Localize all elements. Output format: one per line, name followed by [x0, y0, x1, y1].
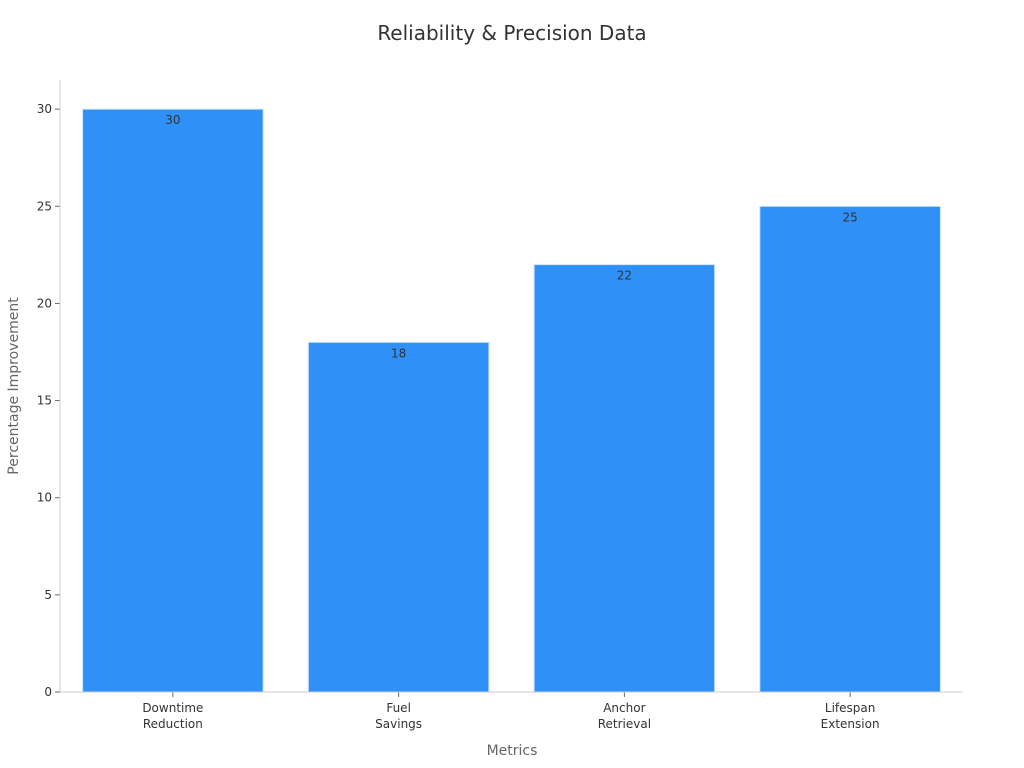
- y-tick-label: 0: [44, 685, 52, 699]
- bar: [533, 264, 716, 693]
- bar-value-label: 25: [842, 210, 857, 224]
- bar: [759, 205, 941, 693]
- x-tick-label: Downtime Reduction: [142, 701, 203, 731]
- x-tick-label: Fuel Savings: [375, 701, 422, 731]
- y-tick-label: 25: [37, 199, 52, 213]
- bar-value-label: 22: [617, 269, 632, 283]
- x-tick-label: Anchor Retrieval: [598, 701, 651, 731]
- bar-value-label: 30: [165, 113, 180, 127]
- y-axis-ticks: 0 5 10 15 20 25 30: [37, 102, 60, 699]
- x-axis-title: Metrics: [487, 743, 538, 759]
- y-tick-label: 30: [37, 102, 52, 116]
- bar-value-label: 18: [391, 346, 406, 360]
- y-tick-label: 20: [37, 296, 52, 310]
- x-axis-ticks: Downtime Reduction Fuel Savings Anchor Retrie…: [142, 692, 880, 731]
- chart-title: Reliability & Precision Data: [377, 21, 646, 45]
- y-axis-title: Percentage Improvement: [6, 297, 22, 475]
- y-tick-label: 5: [44, 588, 52, 602]
- y-tick-label: 15: [37, 394, 52, 408]
- bars: [82, 108, 941, 693]
- bar: [82, 108, 264, 693]
- data-labels: 30 18 22 25: [165, 113, 858, 360]
- x-tick-label: Lifespan Extension: [821, 701, 880, 731]
- y-tick-label: 10: [37, 491, 52, 505]
- bar: [307, 341, 490, 693]
